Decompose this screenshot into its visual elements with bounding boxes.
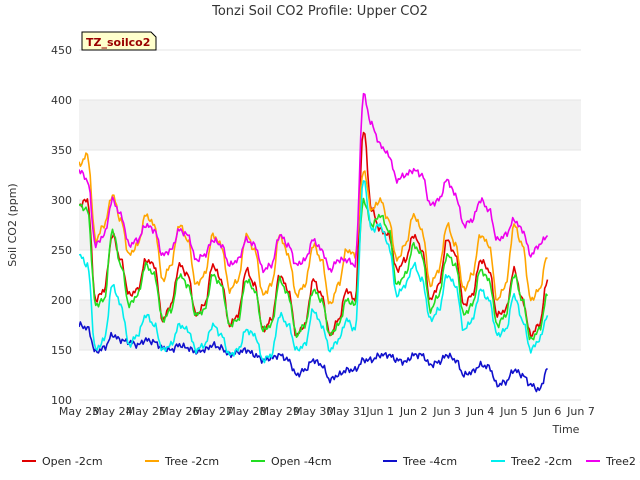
x-tick-label: Jun 1 xyxy=(365,405,394,418)
legend-label: Tree2 -2cm xyxy=(510,455,572,468)
legend-label: Open -2cm xyxy=(42,455,103,468)
badge-box xyxy=(81,31,157,51)
legend: Open -2cm Tree -2cm Open -4cm Tree -4cm Tree… xyxy=(22,455,640,468)
y-tick-label: 200 xyxy=(51,294,72,307)
x-tick-label: Jun 4 xyxy=(466,405,495,418)
x-tick-label: Jun 3 xyxy=(432,405,461,418)
x-tick-label: Jun 2 xyxy=(399,405,428,418)
y-axis-label: Soil CO2 (ppm) xyxy=(6,183,19,266)
x-tick-label: May 29 xyxy=(260,405,300,418)
y-tick-label: 450 xyxy=(51,44,72,57)
legend-label: Tree -2cm xyxy=(164,455,219,468)
x-axis-label: Time xyxy=(552,423,580,436)
x-tick-label: Jun 5 xyxy=(499,405,528,418)
badge: TZ_soilco2 xyxy=(81,31,157,51)
series-line-2 xyxy=(79,152,548,305)
series-lines xyxy=(79,92,549,393)
x-tick-label: May 31 xyxy=(327,405,367,418)
series-line-4 xyxy=(79,321,549,393)
series-line-1 xyxy=(79,131,549,338)
x-tick-label: Jun 7 xyxy=(566,405,595,418)
y-tick-label: 400 xyxy=(51,94,72,107)
legend-label: Open -4cm xyxy=(271,455,332,468)
x-tick-label: May 28 xyxy=(226,405,266,418)
chart-title: Tonzi Soil CO2 Profile: Upper CO2 xyxy=(211,4,428,19)
x-tick-label: May 25 xyxy=(126,405,166,418)
y-tick-label: 300 xyxy=(51,194,72,207)
series-line-3 xyxy=(79,197,549,341)
grid-band xyxy=(79,100,581,150)
grid-band xyxy=(79,200,581,250)
x-tick-label: May 27 xyxy=(193,405,233,418)
y-tick-label: 150 xyxy=(51,344,72,357)
legend-label: Tree -4cm xyxy=(402,455,457,468)
x-tick-label: Jun 6 xyxy=(533,405,562,418)
y-tick-label: 250 xyxy=(51,244,72,257)
series-line-5 xyxy=(79,180,549,364)
y-tick-label: 350 xyxy=(51,144,72,157)
x-tick-label: May 26 xyxy=(159,405,199,418)
badge-text: TZ_soilco2 xyxy=(86,36,150,49)
x-tick-label: May 30 xyxy=(293,405,333,418)
y-axis-ticks: 100 150 200 250 300 350 400 450 xyxy=(51,44,72,407)
x-tick-label: May 24 xyxy=(92,405,132,418)
y-tick-label: 100 xyxy=(51,394,72,407)
series-line-6 xyxy=(79,92,549,274)
x-tick-label: May 23 xyxy=(59,405,99,418)
legend-label: Tree2 - 2cm xyxy=(605,455,640,468)
